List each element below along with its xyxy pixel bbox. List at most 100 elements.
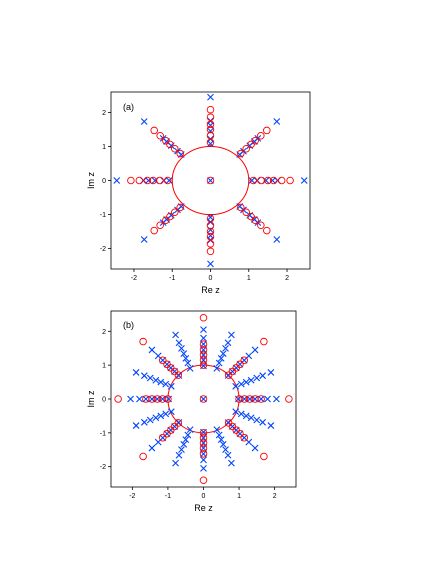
data-point-cross bbox=[140, 372, 148, 380]
data-point-circle bbox=[257, 176, 265, 185]
data-point-cross bbox=[200, 456, 207, 464]
y-tick-label: 2 bbox=[102, 329, 106, 336]
x-tick-label: 2 bbox=[285, 275, 289, 282]
x-tick-label: -1 bbox=[165, 493, 171, 500]
panel-b: -2 -1 0 1 2 -2 -1 0 1 2 (b) Re z Im z bbox=[86, 310, 297, 513]
data-point-circle bbox=[199, 340, 208, 348]
data-point-circle bbox=[148, 395, 156, 403]
data-point-circle bbox=[150, 226, 158, 235]
data-point-cross bbox=[146, 416, 154, 424]
data-point-circle bbox=[206, 247, 215, 256]
data-point-circle bbox=[158, 434, 167, 442]
data-point-cross bbox=[228, 331, 235, 339]
data-point-cross bbox=[162, 410, 170, 418]
data-point-circle bbox=[277, 176, 286, 185]
data-point-circle bbox=[240, 356, 249, 364]
data-point-circle bbox=[206, 138, 215, 147]
data-point-circle bbox=[135, 176, 144, 185]
data-point-circle bbox=[150, 126, 158, 135]
data-point-circle bbox=[251, 395, 259, 403]
data-point-circle bbox=[240, 434, 249, 442]
data-point-cross bbox=[182, 436, 190, 444]
data-point-cross bbox=[184, 431, 192, 439]
data-point-circle bbox=[171, 144, 179, 153]
data-point-circle bbox=[199, 361, 208, 369]
axis-ticks: -2 -1 0 1 2 -2 -1 0 1 2 bbox=[100, 110, 289, 282]
data-point-circle bbox=[199, 434, 208, 442]
data-point-circle bbox=[199, 429, 208, 437]
data-point-cross bbox=[207, 93, 214, 101]
data-point-cross bbox=[273, 118, 281, 125]
data-point-cross bbox=[175, 339, 183, 347]
data-point-cross bbox=[207, 260, 214, 268]
data-point-circle bbox=[257, 221, 265, 230]
data-point-circle bbox=[139, 452, 147, 461]
data-point-circle bbox=[206, 232, 215, 241]
data-point-cross bbox=[172, 331, 179, 339]
data-point-cross bbox=[178, 344, 185, 352]
data-point-circle bbox=[162, 216, 170, 224]
data-point-cross bbox=[224, 339, 232, 347]
data-point-cross bbox=[213, 364, 221, 372]
data-point-cross bbox=[267, 369, 275, 376]
axis-ticks: -2 -1 0 1 2 -2 -1 0 1 2 bbox=[100, 329, 277, 500]
data-point-cross bbox=[251, 395, 259, 403]
data-point-circle bbox=[206, 214, 215, 223]
y-tick-label: 1 bbox=[102, 363, 106, 370]
data-point-circle bbox=[206, 125, 215, 134]
data-point-cross bbox=[186, 426, 194, 434]
x-tick-label: -2 bbox=[129, 493, 135, 500]
data-point-cross bbox=[237, 380, 245, 388]
data-point-circle bbox=[114, 395, 122, 403]
data-point-circle bbox=[199, 351, 208, 359]
data-point-circle bbox=[142, 395, 150, 403]
data-point-circle bbox=[153, 395, 161, 403]
data-point-circle bbox=[156, 131, 164, 140]
data-point-cross bbox=[200, 450, 207, 458]
y-tick-label: -1 bbox=[100, 212, 106, 219]
data-point-cross bbox=[160, 177, 168, 184]
data-point-cross bbox=[259, 418, 267, 426]
data-point-cross bbox=[217, 354, 225, 362]
data-point-cross bbox=[153, 395, 161, 403]
data-point-circle bbox=[158, 356, 167, 364]
data-point-circle bbox=[206, 176, 215, 185]
data-point-cross bbox=[247, 414, 255, 422]
data-point-circle bbox=[162, 137, 170, 145]
data-point-circle bbox=[199, 356, 208, 364]
data-point-cross bbox=[228, 459, 235, 467]
data-point-cross bbox=[140, 418, 148, 426]
data-point-circle bbox=[199, 395, 208, 403]
y-tick-label: -2 bbox=[100, 246, 106, 253]
data-point-cross bbox=[157, 378, 165, 386]
data-point-circle bbox=[143, 176, 152, 185]
data-point-cross bbox=[300, 177, 308, 184]
data-point-circle bbox=[139, 337, 147, 346]
data-point-cross bbox=[162, 380, 170, 388]
data-point-circle bbox=[163, 360, 171, 369]
data-point-cross bbox=[127, 395, 134, 403]
data-point-cross bbox=[132, 422, 140, 429]
data-point-circle bbox=[242, 144, 250, 153]
data-point-circle bbox=[149, 176, 157, 185]
panel-a: -2 -1 0 1 2 -2 -1 0 1 2 (a) Re z Im z bbox=[86, 91, 311, 295]
y-tick-label: 0 bbox=[102, 178, 106, 185]
data-point-circle bbox=[163, 429, 171, 438]
y-axis-label: Im z bbox=[86, 390, 96, 407]
data-point-circle bbox=[199, 444, 208, 452]
data-point-circle bbox=[257, 131, 265, 140]
data-point-cross bbox=[200, 464, 207, 472]
data-point-circle bbox=[237, 203, 245, 212]
data-point-cross bbox=[167, 382, 175, 390]
data-point-circle bbox=[199, 450, 208, 458]
data-point-cross bbox=[259, 372, 267, 380]
data-point-circle bbox=[263, 226, 271, 235]
data-point-cross bbox=[267, 422, 275, 429]
data-point-cross bbox=[232, 408, 240, 416]
data-point-cross bbox=[172, 459, 179, 467]
data-point-cross bbox=[251, 444, 259, 452]
data-point-circle bbox=[199, 439, 208, 447]
data-point-circle bbox=[206, 221, 215, 230]
y-axis-label: Im z bbox=[86, 172, 96, 189]
